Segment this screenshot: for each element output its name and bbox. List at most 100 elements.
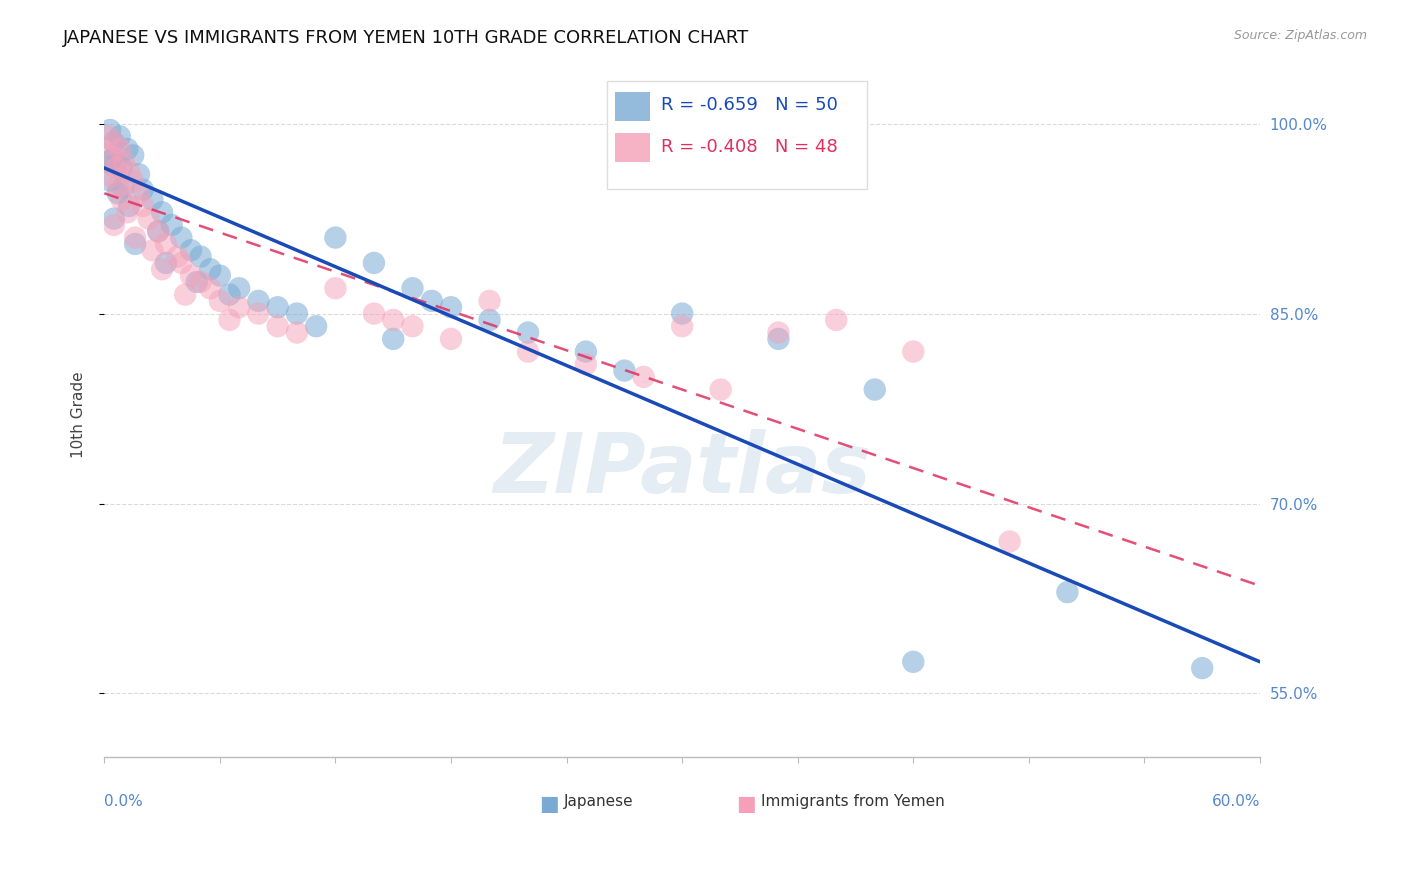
Point <box>103 136 125 150</box>
Point <box>98 148 121 162</box>
Point <box>440 300 463 314</box>
Point <box>148 224 170 238</box>
Point <box>200 281 222 295</box>
Point <box>117 142 139 156</box>
Point <box>117 205 139 219</box>
Point <box>363 256 385 270</box>
Point <box>122 173 145 187</box>
Point <box>247 307 270 321</box>
Point <box>517 344 540 359</box>
Point <box>108 129 131 144</box>
Point <box>363 307 385 321</box>
Point <box>190 250 212 264</box>
Point <box>517 326 540 340</box>
Point <box>132 182 155 196</box>
Point <box>170 230 193 244</box>
Point <box>112 180 135 194</box>
Point <box>108 142 131 156</box>
Point <box>101 152 124 166</box>
Point <box>575 357 598 371</box>
Point <box>128 186 150 201</box>
Point <box>103 218 125 232</box>
Point <box>103 211 125 226</box>
Point <box>285 307 308 321</box>
Point <box>218 287 240 301</box>
Text: ■: ■ <box>735 795 755 814</box>
Point <box>998 534 1021 549</box>
Point <box>107 180 129 194</box>
Point <box>285 326 308 340</box>
Point <box>104 161 127 175</box>
Point <box>174 287 197 301</box>
Point <box>266 319 288 334</box>
Point <box>305 319 328 334</box>
FancyBboxPatch shape <box>614 92 650 120</box>
Point <box>903 344 925 359</box>
Point <box>150 262 173 277</box>
Point <box>671 307 693 321</box>
Point <box>170 256 193 270</box>
Point <box>148 224 170 238</box>
Point <box>478 313 501 327</box>
Point <box>122 148 145 162</box>
Point <box>124 230 146 244</box>
Point <box>118 165 141 179</box>
Point <box>124 236 146 251</box>
Point <box>325 281 347 295</box>
Point <box>118 199 141 213</box>
Point <box>97 154 120 169</box>
Point <box>613 363 636 377</box>
Point <box>440 332 463 346</box>
Point <box>633 370 655 384</box>
Point <box>141 244 163 258</box>
Point <box>671 319 693 334</box>
Point <box>98 173 121 187</box>
Point <box>138 211 160 226</box>
Point <box>111 193 134 207</box>
Point <box>401 319 423 334</box>
Point <box>132 199 155 213</box>
Point <box>101 169 124 184</box>
Point <box>768 326 790 340</box>
FancyBboxPatch shape <box>614 133 650 161</box>
Text: R = -0.408   N = 48: R = -0.408 N = 48 <box>661 138 838 156</box>
Point <box>401 281 423 295</box>
Point <box>180 244 202 258</box>
Point <box>208 293 231 308</box>
Point <box>768 332 790 346</box>
Point <box>190 275 212 289</box>
Point <box>103 136 125 150</box>
Point <box>141 193 163 207</box>
FancyBboxPatch shape <box>607 81 868 189</box>
Text: 0.0%: 0.0% <box>104 795 143 809</box>
Point <box>111 161 134 175</box>
Point <box>1056 585 1078 599</box>
Point <box>180 268 202 283</box>
Point <box>112 154 135 169</box>
Text: JAPANESE VS IMMIGRANTS FROM YEMEN 10TH GRADE CORRELATION CHART: JAPANESE VS IMMIGRANTS FROM YEMEN 10TH G… <box>63 29 749 46</box>
Point <box>150 205 173 219</box>
Point <box>228 281 250 295</box>
Point <box>104 157 127 171</box>
Point <box>863 383 886 397</box>
Text: ZIPatlas: ZIPatlas <box>494 429 872 510</box>
Point <box>208 268 231 283</box>
Point <box>825 313 848 327</box>
Point <box>382 332 405 346</box>
Point <box>160 218 183 232</box>
Point <box>478 293 501 308</box>
Point <box>166 250 188 264</box>
Point <box>218 313 240 327</box>
Point <box>98 123 121 137</box>
Text: Immigrants from Yemen: Immigrants from Yemen <box>761 795 945 809</box>
Point <box>266 300 288 314</box>
Point <box>710 383 733 397</box>
Point <box>200 262 222 277</box>
Point <box>128 167 150 181</box>
Point <box>575 344 598 359</box>
Point <box>325 230 347 244</box>
Point <box>155 256 177 270</box>
Y-axis label: 10th Grade: 10th Grade <box>72 372 86 458</box>
Text: 60.0%: 60.0% <box>1212 795 1260 809</box>
Text: Japanese: Japanese <box>564 795 634 809</box>
